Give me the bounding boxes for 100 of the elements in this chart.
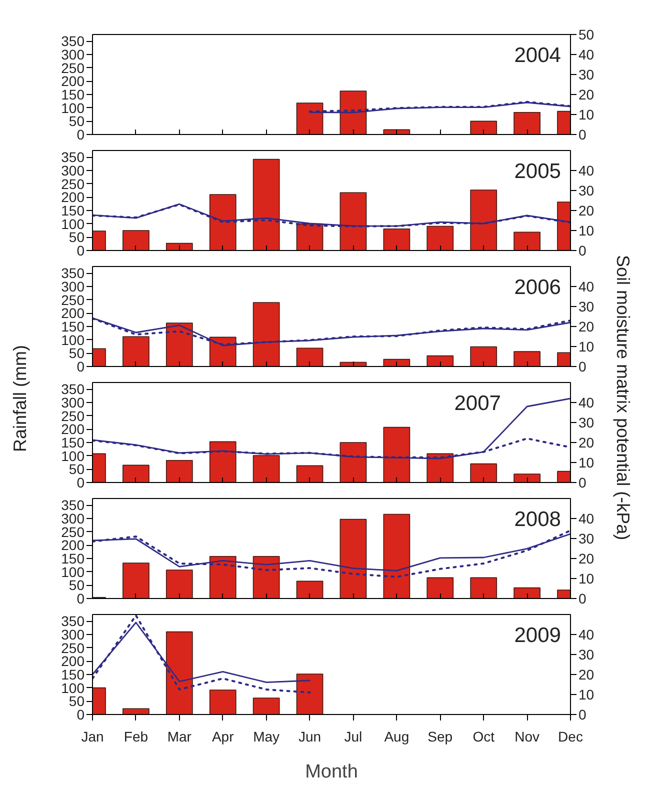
bar bbox=[209, 336, 236, 366]
y-tick-label: 100 bbox=[61, 448, 85, 464]
y-tick-label: 300 bbox=[61, 394, 85, 410]
y2-tick-label: 0 bbox=[578, 590, 586, 606]
y-tick-label: 0 bbox=[76, 474, 85, 490]
y-tick-label: 0 bbox=[76, 706, 85, 722]
y-tick-label: 100 bbox=[61, 216, 85, 232]
y-tick-label: 300 bbox=[61, 46, 85, 62]
y2-tick-label: 30 bbox=[578, 66, 594, 82]
y-tick-label: 0 bbox=[76, 242, 85, 258]
y-tick-label: 350 bbox=[61, 33, 85, 50]
bar bbox=[470, 120, 498, 134]
y2-tick-label: 10 bbox=[578, 686, 594, 702]
bar bbox=[426, 226, 454, 250]
y2-tick-label: 10 bbox=[578, 454, 594, 470]
x-tick-label: Jan bbox=[81, 728, 104, 744]
bar bbox=[340, 518, 367, 598]
bar bbox=[470, 577, 498, 598]
y-tick-label: 250 bbox=[61, 524, 85, 540]
y-tick-label: 250 bbox=[61, 292, 85, 308]
y2-tick-label: 0 bbox=[578, 706, 586, 722]
bar bbox=[296, 223, 324, 250]
bar bbox=[209, 556, 236, 598]
y2-tick-label: 30 bbox=[578, 182, 594, 198]
bar bbox=[470, 463, 498, 482]
chart-title: 2005 bbox=[514, 160, 561, 183]
bar bbox=[166, 322, 193, 366]
chart-title: 2008 bbox=[514, 508, 561, 531]
y-tick-label: 200 bbox=[61, 421, 85, 438]
chart-title: 2007 bbox=[454, 392, 501, 415]
line-series bbox=[92, 614, 311, 694]
x-tick-label: Dec bbox=[558, 728, 583, 744]
x-tick-label: Sep bbox=[428, 728, 453, 744]
bar bbox=[122, 708, 150, 714]
y2-tick-label: 20 bbox=[578, 318, 594, 334]
x-tick-label: Jun bbox=[298, 728, 322, 744]
y-tick-label: 250 bbox=[61, 408, 85, 424]
bar bbox=[340, 90, 367, 134]
y2-tick-label: 10 bbox=[578, 222, 594, 238]
y2-tick-label: 30 bbox=[578, 530, 594, 546]
y-tick-label: 50 bbox=[68, 345, 85, 362]
y2-tick-label: 0 bbox=[578, 126, 586, 142]
x-tick-label: Apr bbox=[212, 728, 234, 744]
bar bbox=[252, 556, 280, 598]
y2-tick-label: 40 bbox=[578, 278, 594, 294]
y-axis-title: Rainfall (mm) bbox=[9, 344, 32, 452]
y2-tick-label: 10 bbox=[578, 106, 594, 122]
y-tick-label: 350 bbox=[61, 149, 85, 166]
y2-tick-label: 10 bbox=[578, 570, 594, 586]
y-tick-label: 150 bbox=[61, 550, 85, 566]
y-tick-label: 100 bbox=[61, 564, 85, 580]
bar bbox=[166, 631, 193, 714]
chart-title: 2006 bbox=[514, 276, 561, 299]
y-tick-label: 50 bbox=[68, 461, 85, 478]
y2-tick-label: 0 bbox=[578, 358, 586, 374]
y-tick-label: 150 bbox=[61, 318, 85, 334]
y2-tick-label: 50 bbox=[578, 26, 594, 42]
y-tick-label: 50 bbox=[68, 229, 85, 246]
bar bbox=[209, 194, 236, 250]
bar bbox=[296, 580, 324, 598]
x-tick-label: Nov bbox=[514, 728, 540, 744]
y-tick-label: 300 bbox=[61, 278, 85, 294]
y-tick-label: 300 bbox=[61, 162, 85, 178]
bar bbox=[514, 351, 540, 366]
y2-tick-label: 30 bbox=[578, 646, 594, 662]
y2-tick-label: 20 bbox=[578, 202, 594, 218]
bar bbox=[122, 336, 150, 366]
y-tick-label: 0 bbox=[76, 126, 85, 142]
y-tick-label: 200 bbox=[61, 189, 85, 206]
y-tick-label: 100 bbox=[61, 332, 85, 348]
bar bbox=[383, 426, 410, 482]
y2-tick-label: 40 bbox=[578, 510, 594, 526]
y-tick-label: 0 bbox=[76, 590, 85, 606]
y-tick-label: 50 bbox=[68, 577, 85, 594]
bar bbox=[166, 460, 193, 482]
bar bbox=[252, 302, 280, 366]
bar bbox=[340, 192, 367, 250]
bar bbox=[166, 242, 193, 250]
y2-tick-label: 40 bbox=[578, 46, 594, 62]
bar bbox=[296, 348, 324, 366]
y-tick-label: 150 bbox=[61, 434, 85, 450]
y-tick-label: 200 bbox=[61, 305, 85, 322]
chart-title: 2009 bbox=[514, 624, 561, 647]
y2-tick-label: 20 bbox=[578, 550, 594, 566]
x-tick-label: Feb bbox=[124, 728, 148, 744]
y-tick-label: 300 bbox=[61, 510, 85, 526]
y-tick-label: 0 bbox=[76, 358, 85, 374]
y-tick-label: 100 bbox=[61, 100, 85, 116]
y-tick-label: 200 bbox=[61, 537, 85, 554]
y2-tick-label: 0 bbox=[578, 242, 586, 258]
bar bbox=[296, 674, 324, 714]
y-tick-label: 50 bbox=[68, 693, 85, 710]
bar bbox=[426, 453, 454, 482]
y-tick-label: 150 bbox=[61, 666, 85, 682]
bar bbox=[296, 102, 324, 134]
bar bbox=[470, 346, 498, 366]
bar bbox=[209, 441, 236, 482]
bar bbox=[166, 570, 193, 598]
x-tick-label: Jul bbox=[344, 728, 362, 744]
y-tick-label: 200 bbox=[61, 653, 85, 670]
